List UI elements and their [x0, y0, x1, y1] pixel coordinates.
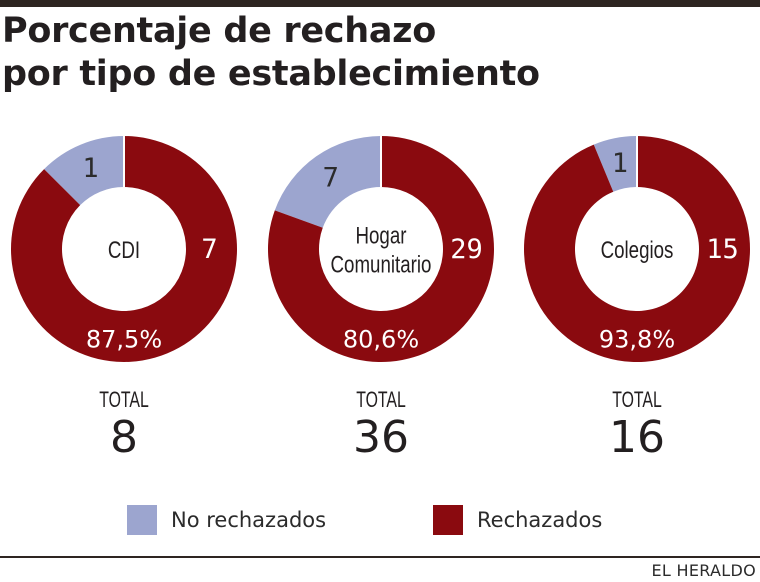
bottom-rule — [0, 556, 760, 558]
total-hogar: TOTAL 36 — [291, 387, 471, 461]
center-label-colegios-1: Colegios — [601, 237, 674, 264]
chart-title: Porcentaje de rechazo por tipo de establ… — [2, 10, 540, 96]
title-line-2: por tipo de establecimiento — [2, 54, 540, 94]
slice-hogar-no-rechazados — [274, 136, 381, 228]
slice-label-hogar-no-rechazados: 7 — [323, 162, 339, 193]
slice-cdi-no-rechazados — [44, 136, 124, 206]
legend-swatch-no-rechazados — [127, 505, 157, 535]
slice-colegios-rechazados — [524, 136, 751, 362]
donut-colegios: 1 15 93,8% Colegios — [524, 136, 751, 362]
legend-item-rechazados: Rechazados — [433, 505, 602, 535]
total-value-colegios: 16 — [609, 412, 665, 463]
total-value-hogar: 36 — [353, 412, 409, 463]
title-line-1: Porcentaje de rechazo — [2, 11, 437, 51]
slice-label-cdi-rechazados: 7 — [201, 234, 217, 265]
center-label-hogar-2: Comunitario — [331, 251, 432, 278]
donut-cdi: 1 7 87,5% CDI — [11, 136, 238, 362]
slice-label-cdi-no-rechazados: 1 — [82, 153, 98, 184]
slice-label-hogar-rechazados: 29 — [450, 234, 483, 265]
legend-item-no-rechazados: No rechazados — [127, 505, 326, 535]
percent-label-cdi: 87,5% — [86, 326, 162, 354]
legend-label-no-rechazados: No rechazados — [171, 508, 327, 532]
center-label-hogar-1: Hogar — [356, 222, 407, 249]
top-rule — [0, 0, 760, 7]
credit-el-heraldo: EL HERALDO — [651, 561, 756, 580]
total-caption-hogar: TOTAL — [356, 387, 406, 412]
legend: No rechazados Rechazados — [0, 505, 760, 537]
percent-label-hogar: 80,6% — [343, 326, 419, 354]
legend-label-rechazados: Rechazados — [477, 508, 603, 532]
total-colegios: TOTAL 16 — [547, 387, 727, 461]
center-label-cdi-1: CDI — [108, 237, 140, 264]
total-value-cdi: 8 — [110, 412, 138, 463]
total-caption-colegios: TOTAL — [612, 387, 662, 412]
slice-hogar-rechazados — [268, 136, 494, 363]
total-cdi: TOTAL 8 — [34, 387, 214, 461]
slice-cdi-rechazados — [11, 136, 238, 362]
legend-swatch-rechazados — [433, 505, 463, 535]
slice-label-colegios-no-rechazados: 1 — [612, 148, 628, 179]
percent-label-colegios: 93,8% — [599, 326, 675, 354]
total-caption-cdi: TOTAL — [99, 387, 149, 412]
slice-label-colegios-rechazados: 15 — [706, 234, 739, 265]
slice-colegios-no-rechazados — [593, 136, 637, 192]
